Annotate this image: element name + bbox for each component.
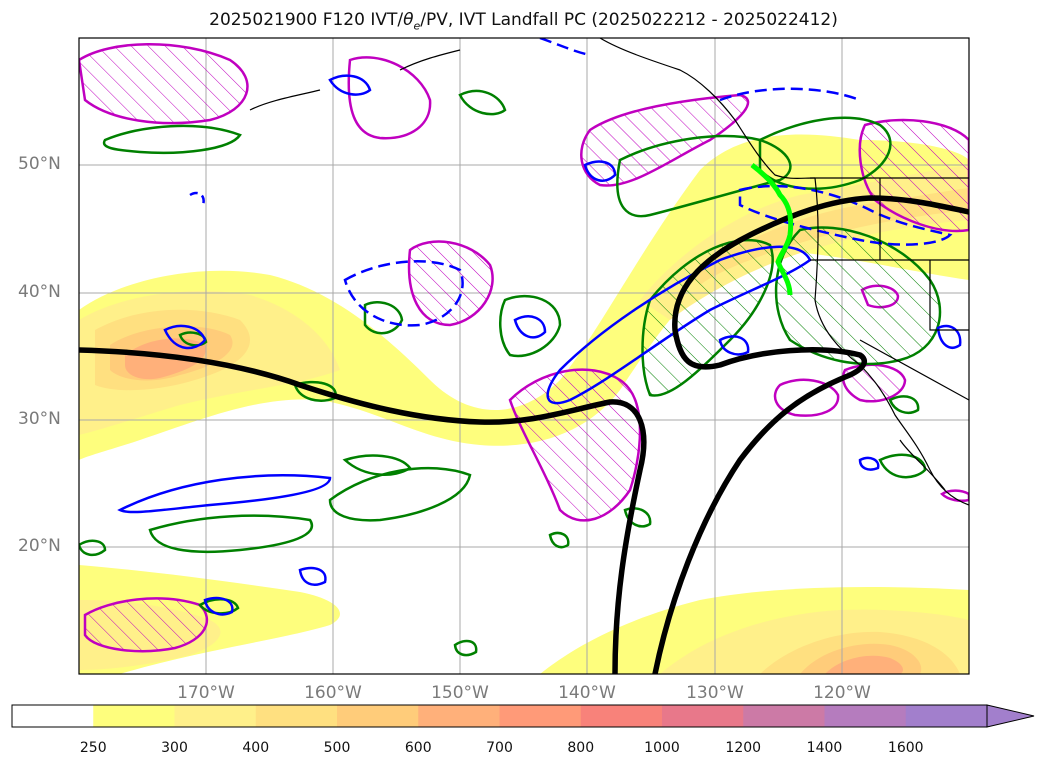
lon-label: 130°W xyxy=(686,683,744,703)
hatch-se-edge xyxy=(940,489,969,502)
colorbar-tick-label: 700 xyxy=(486,740,513,756)
lon-label: 140°W xyxy=(558,683,616,703)
colorbar-cell xyxy=(662,705,744,727)
colorbar-cell xyxy=(418,705,500,727)
lat-label: 40°N xyxy=(18,282,61,302)
colorbar-tick-label: 1200 xyxy=(725,740,762,756)
map-frame xyxy=(78,37,970,675)
lon-label: 120°W xyxy=(813,683,871,703)
hatch-ca-coast xyxy=(773,378,840,417)
hatch-mid xyxy=(407,240,494,327)
lon-label: 160°W xyxy=(304,683,362,703)
colorbar-cell xyxy=(337,705,419,727)
figure-title: 2025021900 F120 IVT/θe/PV, IVT Landfall … xyxy=(209,10,838,33)
lon-label: 170°W xyxy=(177,683,235,703)
colorbar-tick-label: 600 xyxy=(404,740,432,756)
colorbar-extend-arrow xyxy=(986,704,1035,728)
colorbar-cell xyxy=(499,705,582,727)
colorbar-cell xyxy=(255,705,338,727)
hatch-north xyxy=(347,56,432,140)
pv-contours xyxy=(117,38,962,616)
hatched-regions xyxy=(79,43,969,653)
colorbar-cell xyxy=(580,705,663,727)
landfall-line xyxy=(750,163,794,296)
lon-label: 150°W xyxy=(431,683,489,703)
ivt-fill-se-600 xyxy=(825,655,903,674)
colorbar-cell xyxy=(93,705,175,727)
colorbar-frame xyxy=(11,704,988,728)
colorbar xyxy=(11,704,1035,728)
colorbar-cell xyxy=(824,705,907,727)
colorbar-cell xyxy=(174,705,257,727)
hatch-baja xyxy=(841,363,907,403)
hatch-gulf-ak xyxy=(580,93,750,187)
colorbar-tick-label: 1600 xyxy=(887,740,924,756)
colorbar-tick-label: 250 xyxy=(79,740,107,756)
colorbar-tick-label: 400 xyxy=(242,740,270,756)
colorbar-cell xyxy=(743,705,825,727)
ivt-pc-contour xyxy=(79,195,969,674)
map-plot xyxy=(78,37,970,675)
colorbar-tick-label: 1400 xyxy=(806,740,843,756)
hatch-cutoff xyxy=(508,368,642,522)
lat-label: 20°N xyxy=(18,536,61,556)
colorbar-cell xyxy=(905,705,988,727)
colorbar-tick-label: 500 xyxy=(323,740,351,756)
colorbar-tick-label: 300 xyxy=(161,740,188,756)
lat-label: 50°N xyxy=(18,154,61,174)
hatch-nw xyxy=(79,43,249,125)
hatch-sw xyxy=(83,597,209,653)
lat-label: 30°N xyxy=(18,409,61,429)
colorbar-cell xyxy=(12,705,94,727)
hatch-nw-us xyxy=(858,118,969,233)
colorbar-tick-label: 1000 xyxy=(644,740,680,756)
colorbar-tick-label: 800 xyxy=(567,740,595,756)
coastlines xyxy=(249,38,969,506)
